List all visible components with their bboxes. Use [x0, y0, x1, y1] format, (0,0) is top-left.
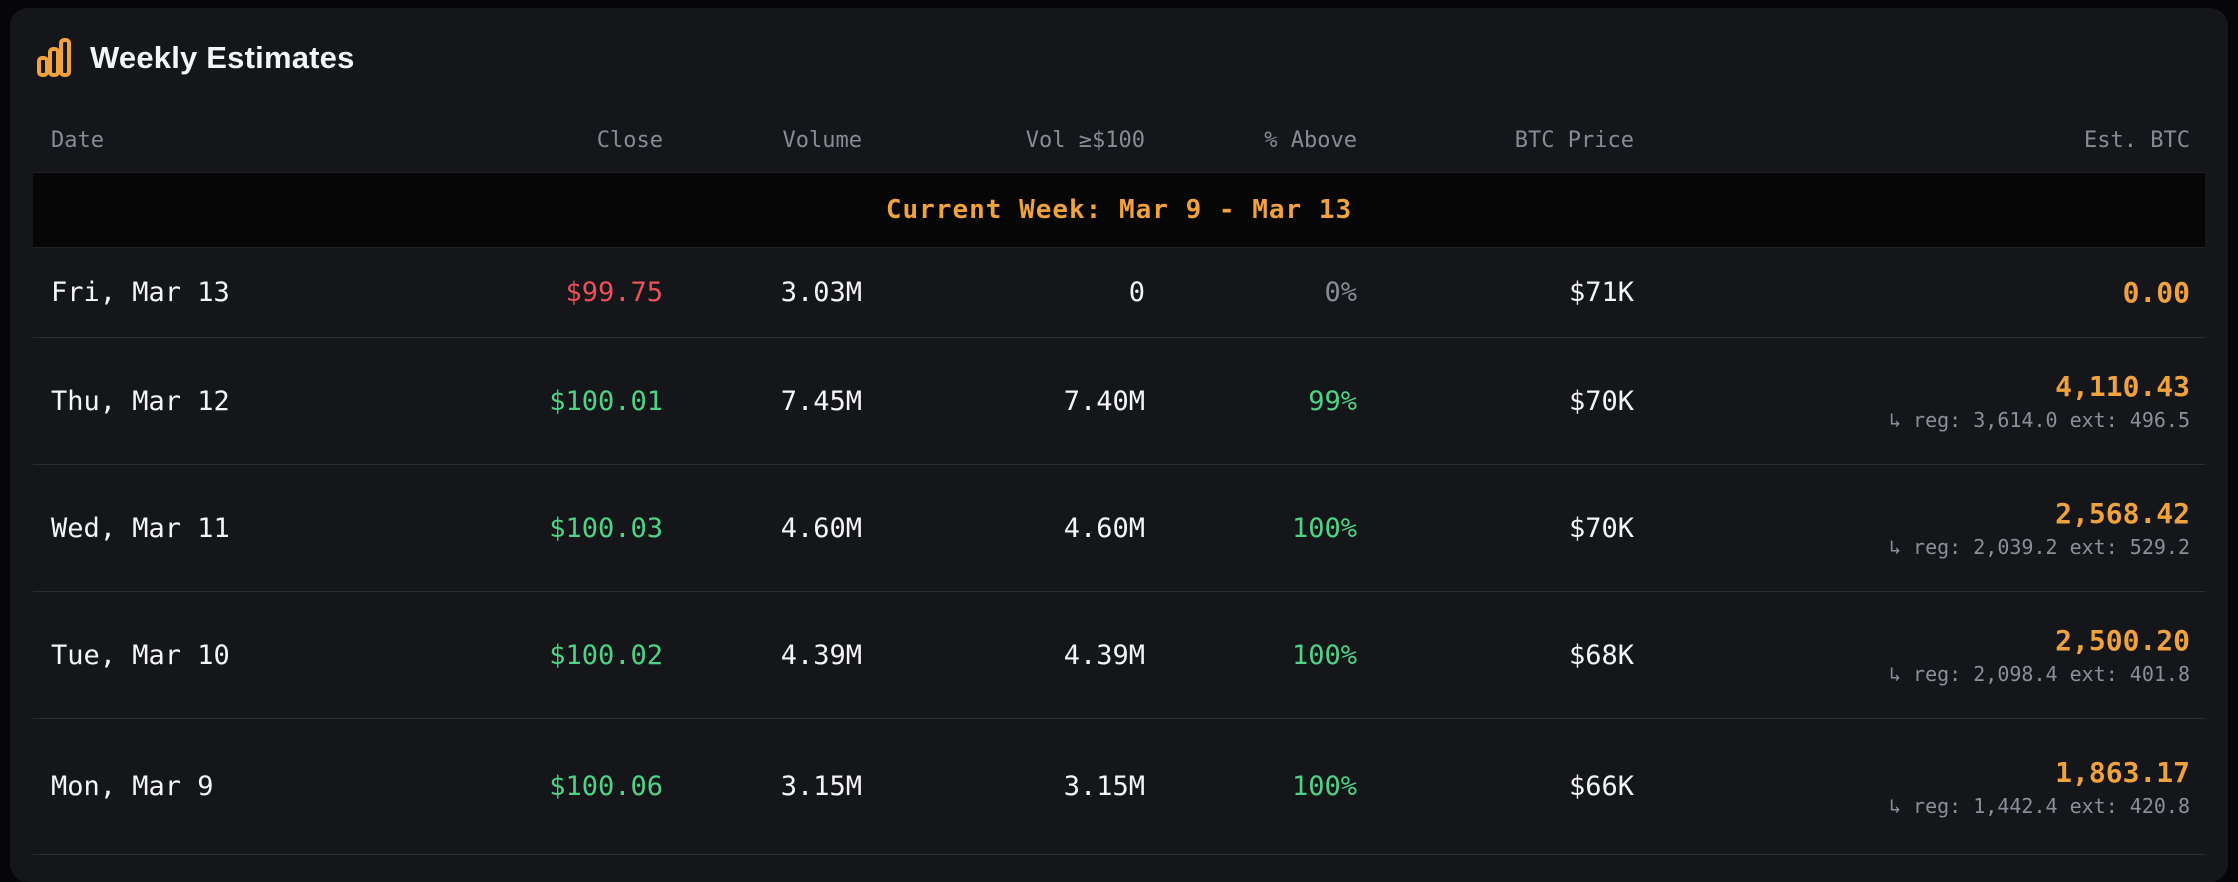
table-row: Thu, Mar 12 $100.01 7.45M 7.40M 99% $70K… [33, 338, 2205, 465]
date-cell: Tue, Mar 10 [51, 639, 230, 671]
page-title: Weekly Estimates [90, 40, 355, 75]
volume-cell: 4.39M [780, 639, 862, 671]
btc-price-cell: $71K [1568, 277, 1634, 308]
est-btc-detail: ↳ reg: 2,039.2 ext: 529.2 [1888, 535, 2190, 559]
close-cell: $100.01 [549, 385, 663, 417]
current-week-banner: Current Week: Mar 9 - Mar 13 [33, 172, 2205, 248]
volume-cell: 7.45M [780, 385, 862, 417]
est-btc-value: 1,863.17 [2055, 755, 2190, 789]
date-cell: Thu, Mar 12 [51, 385, 230, 417]
weekly-estimates-card: Weekly Estimates Date Close Volume Vol ≥… [10, 8, 2228, 882]
col-header-est-btc: Est. BTC [2084, 127, 2190, 153]
est-btc-value: 2,568.42 [2055, 497, 2190, 530]
est-btc-cell: 2,568.42 ↳ reg: 2,039.2 ext: 529.2 [1634, 497, 2205, 559]
btc-price-cell: $70K [1568, 512, 1634, 544]
card-header: Weekly Estimates [10, 8, 2228, 108]
table-header-row: Date Close Volume Vol ≥$100 % Above BTC … [33, 108, 2205, 172]
close-cell: $100.06 [549, 771, 663, 802]
close-cell: $99.75 [565, 277, 663, 308]
date-cell: Mon, Mar 9 [51, 771, 214, 802]
pct-above-cell: 99% [1308, 385, 1357, 417]
col-header-vol-above: Vol ≥$100 [1025, 127, 1145, 153]
est-btc-cell: 2,500.20 ↳ reg: 2,098.4 ext: 401.8 [1634, 624, 2205, 686]
est-btc-detail: ↳ reg: 2,098.4 ext: 401.8 [1888, 662, 2190, 686]
vol-above-cell: 3.15M [1063, 771, 1145, 802]
est-btc-detail: ↳ reg: 1,442.4 ext: 420.8 [1888, 793, 2190, 818]
pct-above-cell: 100% [1291, 771, 1357, 802]
table-row: Mon, Mar 9 $100.06 3.15M 3.15M 100% $66K… [33, 719, 2205, 855]
pct-above-cell: 100% [1291, 512, 1357, 544]
btc-price-cell: $70K [1568, 385, 1634, 417]
table-row: Fri, Mar 13 $99.75 3.03M 0 0% $71K 0.00 [33, 248, 2205, 338]
close-cell: $100.03 [549, 512, 663, 544]
estimates-table: Date Close Volume Vol ≥$100 % Above BTC … [33, 108, 2205, 855]
current-week-label: Current Week: Mar 9 - Mar 13 [885, 195, 1353, 225]
table-row: Tue, Mar 10 $100.02 4.39M 4.39M 100% $68… [33, 592, 2205, 719]
volume-cell: 4.60M [780, 512, 862, 544]
est-btc-detail: ↳ reg: 3,614.0 ext: 496.5 [1888, 408, 2190, 432]
vol-above-cell: 4.39M [1063, 639, 1145, 671]
bar-chart-icon [36, 37, 74, 79]
est-btc-value: 4,110.43 [2055, 370, 2190, 403]
est-btc-value: 0.00 [2122, 276, 2190, 309]
btc-price-cell: $68K [1568, 639, 1634, 671]
pct-above-cell: 100% [1291, 639, 1357, 671]
col-header-pct-above: % Above [1264, 127, 1357, 153]
vol-above-cell: 0 [1128, 277, 1145, 308]
table-row: Wed, Mar 11 $100.03 4.60M 4.60M 100% $70… [33, 465, 2205, 592]
date-cell: Fri, Mar 13 [51, 277, 230, 308]
col-header-volume: Volume [782, 127, 862, 153]
pct-above-cell: 0% [1324, 277, 1357, 308]
est-btc-cell: 1,863.17 ↳ reg: 1,442.4 ext: 420.8 [1634, 756, 2205, 818]
volume-cell: 3.03M [780, 277, 862, 308]
col-header-date: Date [51, 127, 104, 153]
date-cell: Wed, Mar 11 [51, 512, 230, 544]
volume-cell: 3.15M [780, 771, 862, 802]
est-btc-cell: 0.00 [1634, 276, 2205, 309]
col-header-close: Close [596, 127, 663, 153]
btc-price-cell: $66K [1568, 771, 1634, 802]
vol-above-cell: 7.40M [1063, 385, 1145, 417]
est-btc-value: 2,500.20 [2055, 624, 2190, 657]
col-header-btc-price: BTC Price [1514, 127, 1634, 153]
est-btc-cell: 4,110.43 ↳ reg: 3,614.0 ext: 496.5 [1634, 370, 2205, 432]
close-cell: $100.02 [549, 639, 663, 671]
vol-above-cell: 4.60M [1063, 512, 1145, 544]
